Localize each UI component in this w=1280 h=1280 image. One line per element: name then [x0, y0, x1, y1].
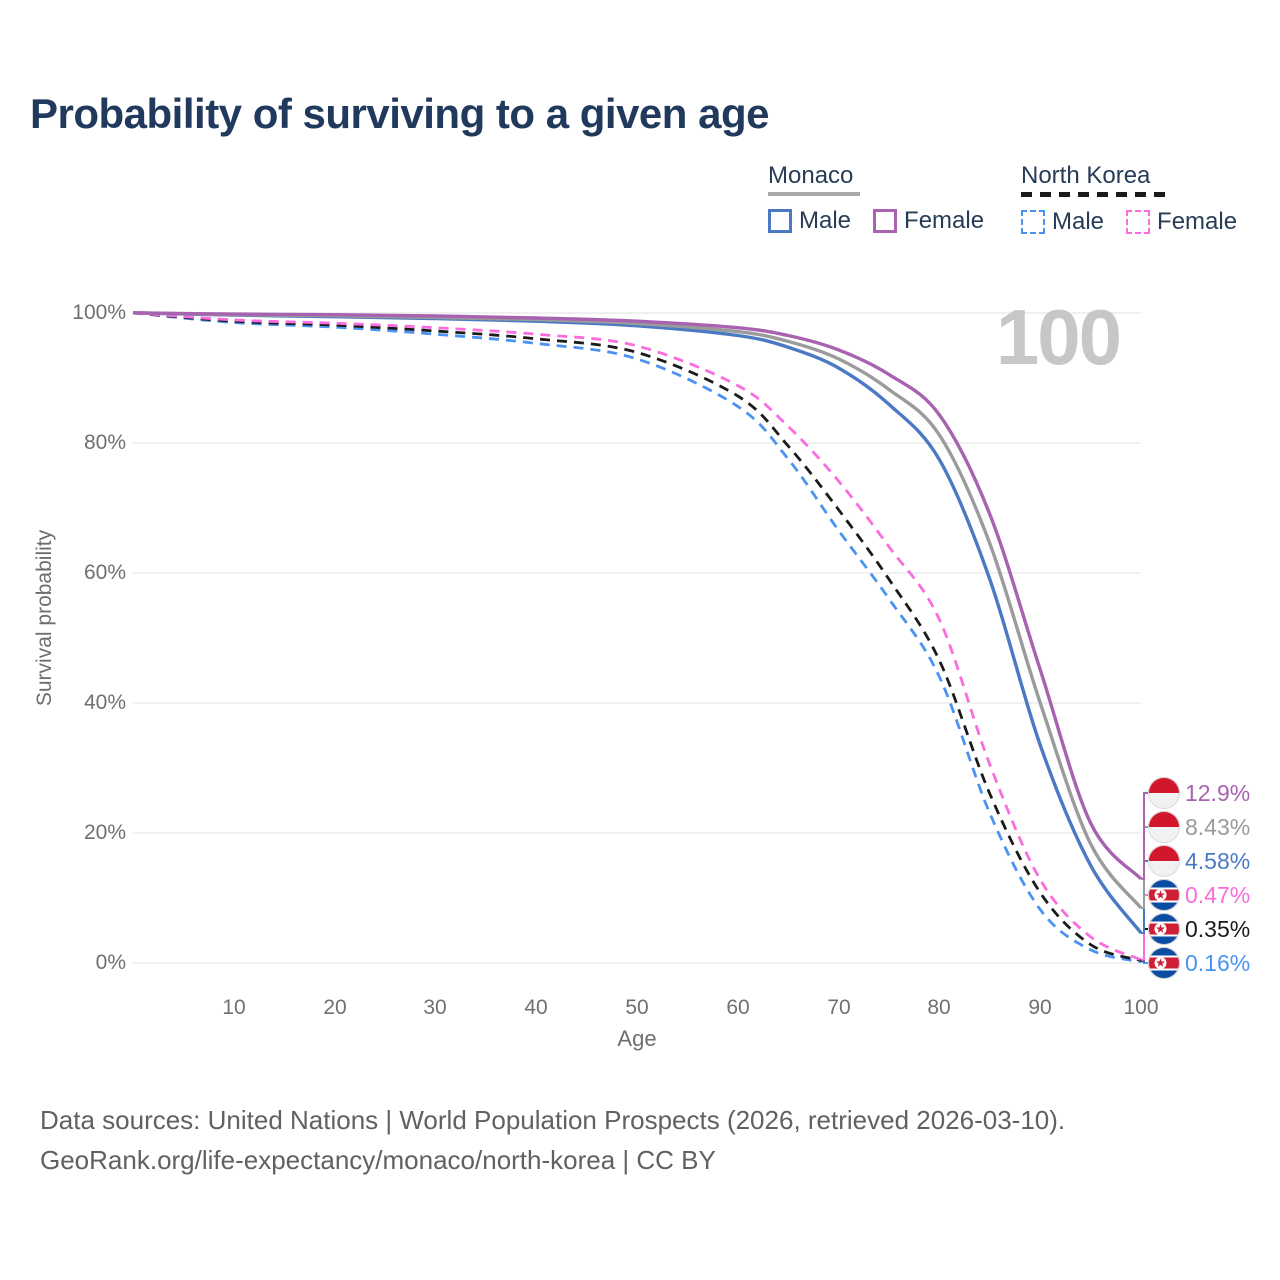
gridlines [133, 312, 1141, 964]
legend-label: Female [904, 207, 985, 234]
series-line-monaco-both[interactable] [132, 311, 1143, 910]
x-tick: 20 [323, 996, 347, 1019]
x-axis-title: Age [617, 1026, 657, 1051]
attribution-link: GeoRank.org/life-expectancy/monaco/north… [40, 1145, 716, 1175]
monaco-male-swatch [768, 209, 792, 233]
y-axis-title: Survival probability [33, 529, 56, 707]
legend-item-nk-female[interactable]: Female [1126, 208, 1237, 236]
series-line-monaco-female[interactable] [132, 311, 1143, 881]
legend-item-monaco-female[interactable]: Female [873, 207, 984, 235]
end-label-nk-female: 0.47% [1148, 879, 1250, 911]
legend-monaco-items: Male Female [768, 207, 984, 235]
x-tick: 40 [524, 996, 548, 1019]
y-tick: 0% [95, 951, 126, 974]
x-tick: 30 [423, 996, 447, 1019]
legend-item-nk-male[interactable]: Male [1021, 208, 1104, 236]
series-line-nk-both[interactable] [132, 311, 1142, 962]
x-tick: 50 [625, 996, 649, 1019]
legend-group-monaco: Monaco Male Female [768, 163, 984, 235]
legend-label: Male [799, 207, 852, 234]
y-tick: 80% [83, 431, 126, 454]
legend-nk-line-swatch [1021, 192, 1165, 197]
y-tick: 60% [83, 561, 126, 584]
page-title: Probability of surviving to a given age [30, 90, 769, 137]
legend-nk-items: Male Female [1021, 208, 1237, 236]
legend-label: Female [1157, 208, 1238, 235]
end-label-monaco-female: 12.9% [1148, 777, 1250, 809]
end-label-nk-both: 0.35% [1148, 913, 1250, 945]
series-line-nk-male[interactable] [132, 311, 1142, 964]
hover-age-watermark: 100 [995, 293, 1122, 381]
x-tick: 10 [222, 996, 246, 1019]
y-tick: 20% [83, 821, 126, 844]
north-korea-flag-icon [1148, 913, 1180, 945]
monaco-flag-icon [1148, 845, 1180, 877]
monaco-flag-icon [1148, 777, 1180, 809]
end-value: 0.16% [1185, 949, 1251, 976]
series-line-monaco-male[interactable] [132, 311, 1143, 935]
end-value: 0.35% [1185, 915, 1251, 942]
series-line-nk-female[interactable] [132, 311, 1142, 961]
legend-monaco-title: Monaco [768, 162, 854, 189]
end-value: 8.43% [1185, 813, 1251, 840]
connector-monaco-female [1141, 792, 1149, 880]
x-tick: 80 [927, 996, 951, 1019]
x-tick: 70 [827, 996, 851, 1019]
y-tick: 40% [83, 691, 126, 714]
north-korea-flag-icon [1148, 879, 1180, 911]
end-value: 12.9% [1185, 779, 1251, 806]
end-value: 0.47% [1185, 881, 1251, 908]
data-sources-note: Data sources: United Nations | World Pop… [40, 1105, 1066, 1135]
x-tick: 90 [1028, 996, 1052, 1019]
end-value: 4.58% [1185, 847, 1251, 874]
nk-female-swatch [1126, 210, 1151, 234]
legend-monaco-line-swatch [768, 192, 860, 196]
monaco-female-swatch [873, 209, 898, 233]
monaco-flag-icon [1148, 811, 1180, 843]
end-label-nk-male: 0.16% [1148, 947, 1250, 979]
end-label-monaco-both: 8.43% [1148, 811, 1250, 843]
legend-item-monaco-male[interactable]: Male [768, 207, 851, 235]
nk-male-swatch [1021, 210, 1045, 234]
y-tick: 100% [72, 301, 126, 324]
legend-group-north-korea: North Korea Male Female [1021, 163, 1237, 236]
end-label-connectors [1141, 792, 1149, 964]
legend-nk-title: North Korea [1021, 162, 1151, 189]
end-label-monaco-male: 4.58% [1148, 845, 1250, 877]
x-tick: 60 [726, 996, 750, 1019]
x-tick: 100 [1123, 996, 1159, 1019]
series-curves[interactable] [132, 311, 1143, 964]
legend-label: Male [1052, 208, 1105, 235]
north-korea-flag-icon [1148, 947, 1180, 979]
connector-nk-male [1141, 960, 1149, 964]
